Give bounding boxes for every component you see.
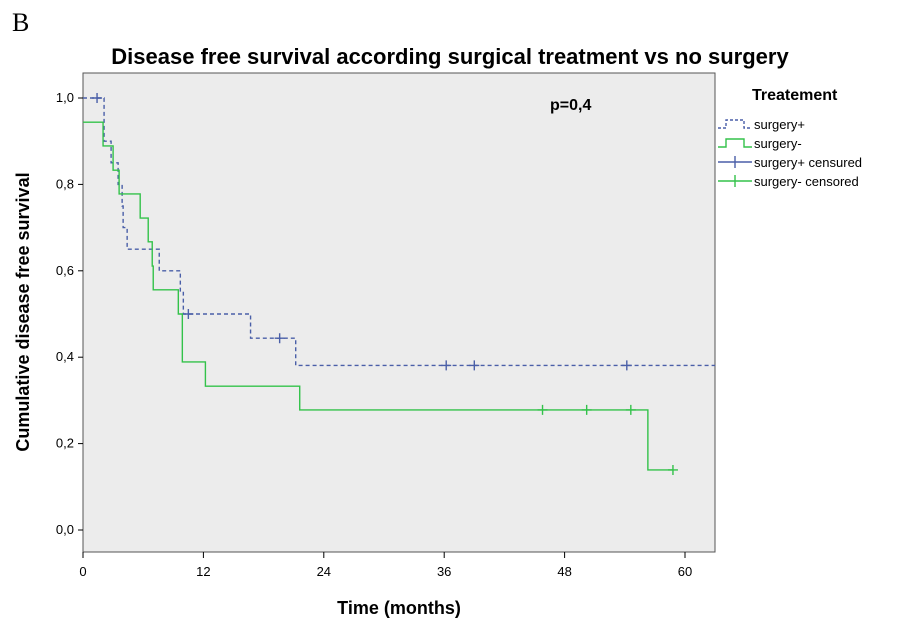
legend-swatch [718,119,752,129]
legend-swatch [718,156,752,168]
legend-entry: surgery+ [754,117,805,132]
legend-title: Treatement [752,87,838,104]
censor-mark [667,464,678,475]
censor-mark [581,404,592,415]
x-tick-label: 0 [79,564,86,579]
censor-mark [92,93,103,103]
censor-mark [469,360,480,371]
x-tick-label: 12 [196,564,210,579]
legend-swatch [718,175,752,187]
chart-title: Disease free survival according surgical… [111,44,789,69]
legend-entry: surgery+ censured [754,155,862,170]
y-tick-label: 0,0 [56,522,74,537]
x-tick-label: 48 [557,564,571,579]
censor-mark [183,309,194,319]
panel-letter: B [12,8,30,37]
x-tick-label: 60 [678,564,692,579]
y-tick-label: 0,6 [56,263,74,278]
legend: Treatement surgery+ surgery-surgery+ cens… [718,87,862,189]
legend-entry: surgery- [754,136,802,151]
censor-mark [621,360,632,371]
legend-swatch [718,138,752,148]
y-tick-label: 0,4 [56,349,74,364]
censor-mark [537,404,548,415]
series-line-surgery+ [83,97,716,367]
x-tick-label: 24 [317,564,331,579]
series-line-surgery- [83,121,673,471]
y-tick-label: 1,0 [56,90,74,105]
censor-mark [441,360,452,371]
y-tick-label: 0,8 [56,176,74,191]
y-axis-label: Cumulative disease free survival [13,172,33,451]
x-tick-label: 36 [437,564,451,579]
y-tick-label: 0,2 [56,436,74,451]
x-axis-label: Time (months) [337,598,461,618]
p-value-annotation: p=0,4 [550,97,591,114]
censor-mark [625,404,636,415]
censor-mark [274,333,285,344]
legend-entry: surgery- censored [754,174,859,189]
